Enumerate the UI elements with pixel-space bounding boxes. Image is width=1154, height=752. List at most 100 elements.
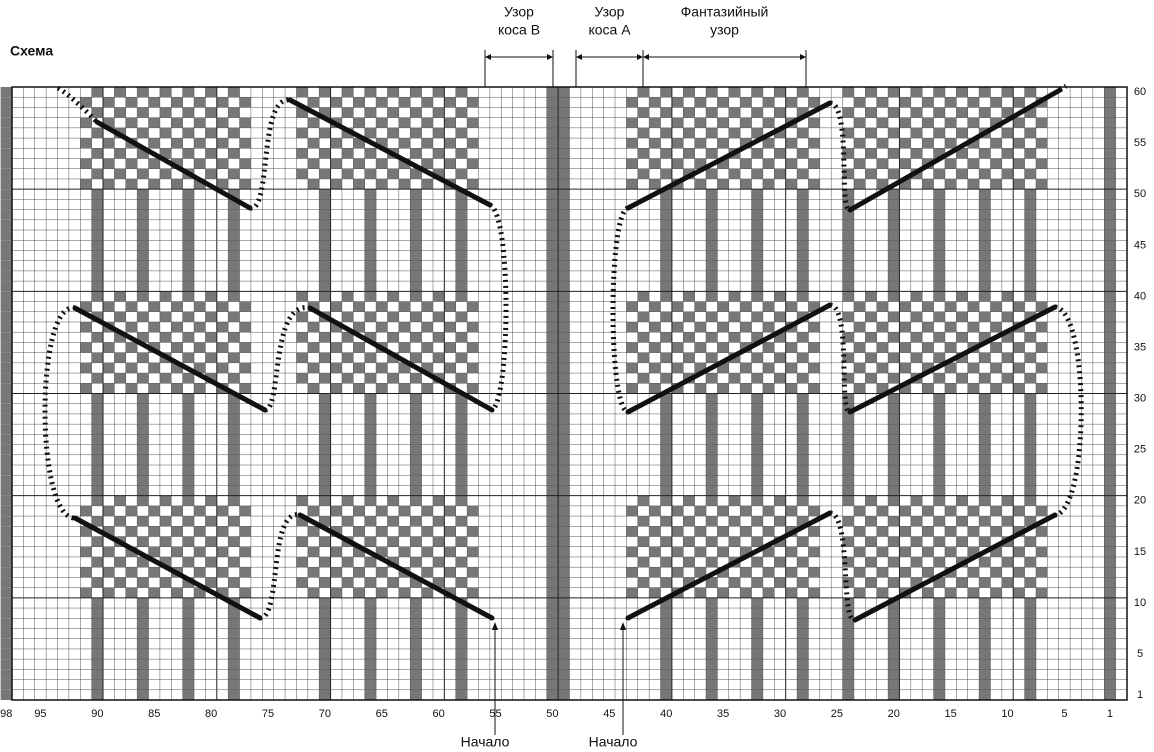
- cell: [694, 117, 707, 128]
- cell: [558, 546, 570, 557]
- cell: [137, 199, 149, 210]
- cell: [797, 444, 809, 455]
- cell: [296, 127, 308, 139]
- cell: [740, 178, 752, 190]
- cell: [0, 556, 12, 568]
- cell: [0, 648, 12, 660]
- cell: [728, 127, 741, 139]
- cell: [467, 505, 479, 517]
- cell: [979, 444, 991, 455]
- cell: [956, 536, 968, 547]
- cell: [296, 168, 308, 179]
- cell: [0, 301, 12, 312]
- cell: [0, 270, 12, 282]
- cell: [319, 577, 331, 588]
- cell: [660, 107, 672, 118]
- cell: [455, 352, 468, 363]
- cell: [341, 577, 354, 588]
- cell: [865, 168, 877, 179]
- cell: [888, 516, 900, 527]
- cell: [1013, 342, 1025, 353]
- cell: [979, 332, 991, 343]
- cell: [228, 434, 240, 445]
- cell: [159, 516, 172, 527]
- cell: [967, 587, 980, 598]
- cell: [751, 311, 763, 322]
- cell: [296, 495, 308, 506]
- cell: [933, 87, 945, 98]
- cell: [717, 178, 729, 190]
- cell: [979, 648, 991, 660]
- cell: [364, 475, 377, 486]
- cell: [944, 117, 957, 128]
- cell: [1024, 475, 1036, 486]
- cell: [455, 413, 468, 425]
- cell: [296, 87, 308, 98]
- cell: [899, 178, 911, 190]
- cell: [0, 413, 12, 425]
- cell: [774, 352, 786, 363]
- cell: [842, 260, 854, 271]
- cell: [398, 505, 411, 517]
- cell: [137, 230, 149, 241]
- cell: [706, 260, 718, 271]
- cell: [455, 393, 468, 404]
- cell: [797, 597, 809, 609]
- cell: [706, 168, 718, 179]
- cell: [0, 127, 12, 139]
- cell: [740, 117, 752, 128]
- cell: [319, 107, 331, 118]
- cell: [410, 516, 422, 527]
- cell: [956, 516, 968, 527]
- cell: [546, 199, 559, 210]
- cell: [626, 546, 638, 557]
- cell: [979, 281, 991, 292]
- cell: [239, 505, 251, 517]
- cell: [922, 342, 934, 353]
- cell: [1013, 178, 1025, 190]
- cell: [558, 669, 570, 680]
- cell: [432, 107, 445, 118]
- cell: [808, 383, 820, 394]
- cell: [319, 230, 331, 241]
- cell: [228, 291, 240, 302]
- cell: [376, 526, 388, 537]
- cell: [1035, 321, 1048, 333]
- cell: [706, 556, 718, 568]
- cell: [774, 373, 786, 384]
- cell: [558, 230, 570, 241]
- cell: [751, 577, 763, 588]
- cell: [888, 373, 900, 384]
- cell: [1024, 352, 1036, 363]
- cell: [1104, 148, 1116, 159]
- cell: [865, 556, 877, 568]
- cell: [922, 546, 934, 557]
- cell: [125, 505, 138, 517]
- cable-paths: [42, 83, 1084, 623]
- cell: [182, 250, 195, 261]
- cell: [444, 97, 456, 108]
- cell: [922, 321, 934, 333]
- cell: [137, 291, 149, 302]
- cell: [967, 97, 980, 108]
- cell: [1035, 505, 1048, 517]
- cell: [751, 270, 763, 282]
- cell: [80, 342, 92, 353]
- cell: [125, 117, 138, 128]
- cell: [558, 505, 570, 517]
- cell: [91, 311, 104, 322]
- cell: [341, 516, 354, 527]
- section-label: Фантазийный: [681, 4, 769, 20]
- cell: [774, 311, 786, 322]
- cell: [125, 362, 138, 374]
- section-label: Узор: [504, 4, 534, 20]
- cell: [341, 332, 354, 343]
- cell: [876, 178, 889, 190]
- cell: [1104, 311, 1116, 322]
- cell: [933, 373, 945, 384]
- cell: [910, 495, 923, 506]
- cell: [933, 454, 945, 466]
- cell: [410, 148, 422, 159]
- cell: [740, 158, 752, 169]
- cell: [740, 362, 752, 374]
